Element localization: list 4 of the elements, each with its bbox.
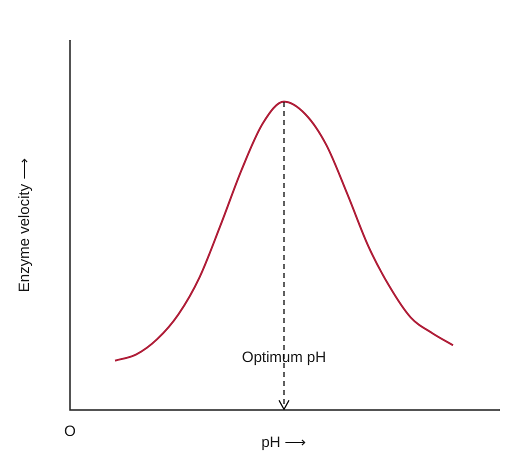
annotation: Optimum pH — [242, 349, 326, 366]
text: O — [64, 423, 76, 440]
x-axis-title: pH ⟶ — [261, 434, 307, 452]
y-axis-title: Enzyme velocity ⟶ — [16, 158, 34, 292]
